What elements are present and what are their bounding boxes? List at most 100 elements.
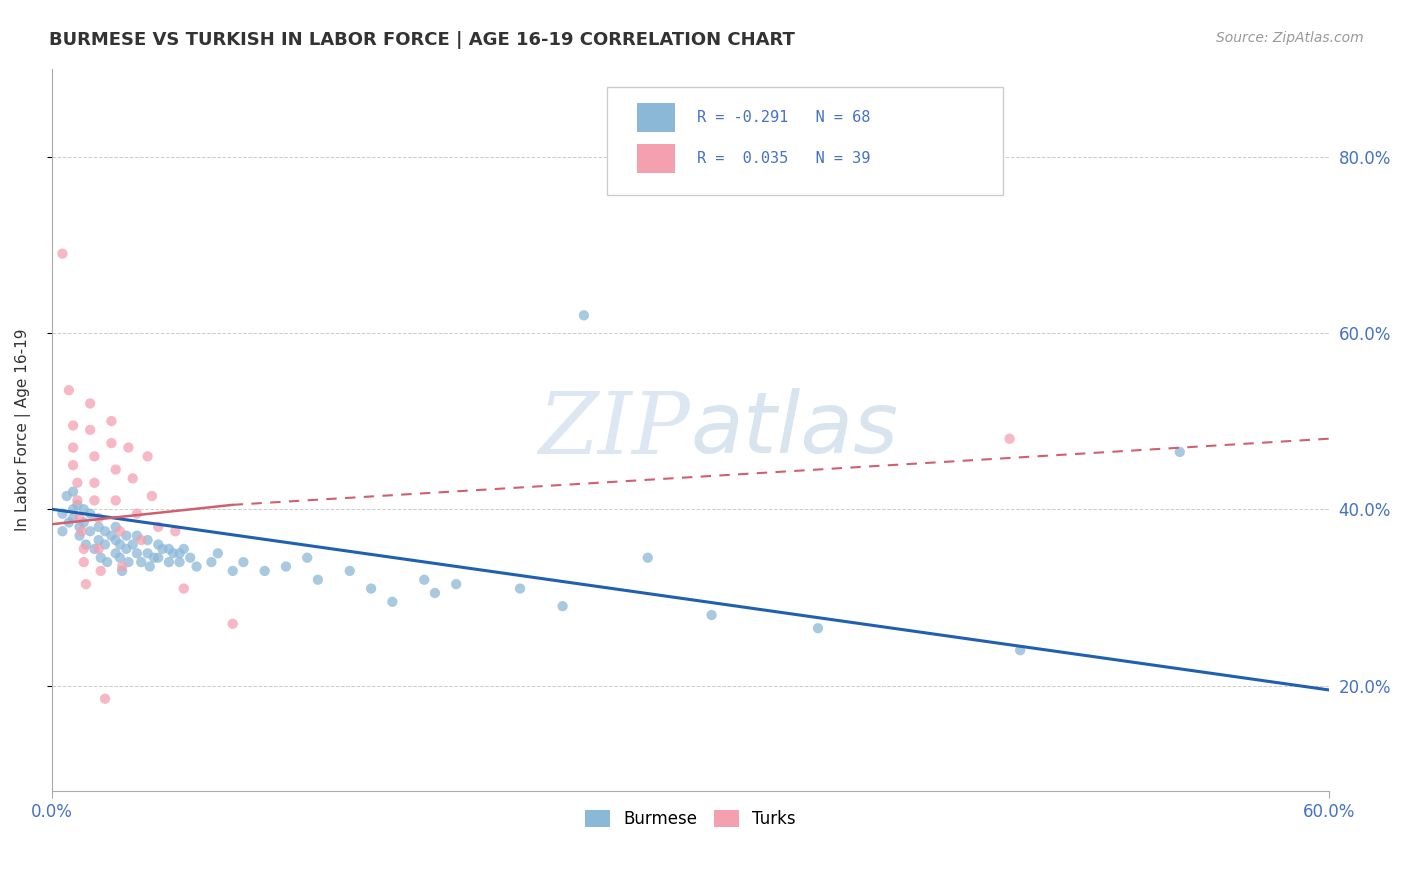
Point — [297, 550, 319, 565]
Point — [73, 555, 96, 569]
Point — [104, 462, 127, 476]
Point — [381, 595, 404, 609]
Point — [125, 546, 148, 560]
Point — [94, 537, 117, 551]
Point — [111, 559, 134, 574]
Point — [117, 441, 139, 455]
Point — [157, 555, 180, 569]
Point — [75, 577, 97, 591]
Point — [115, 529, 138, 543]
Point — [94, 524, 117, 539]
Point — [152, 541, 174, 556]
Point — [66, 475, 89, 490]
Point — [58, 516, 80, 530]
Point — [51, 246, 73, 260]
Legend: Burmese, Turks: Burmese, Turks — [578, 804, 803, 835]
Point — [51, 507, 73, 521]
Point — [104, 546, 127, 560]
Point — [79, 423, 101, 437]
FancyBboxPatch shape — [607, 87, 1002, 195]
Point — [66, 493, 89, 508]
Point — [444, 577, 467, 591]
Point — [121, 471, 143, 485]
Point — [100, 414, 122, 428]
Point — [94, 691, 117, 706]
Point — [169, 555, 191, 569]
Point — [179, 550, 201, 565]
Point — [96, 555, 118, 569]
Y-axis label: In Labor Force | Age 16-19: In Labor Force | Age 16-19 — [15, 328, 31, 531]
Point — [807, 621, 830, 635]
Point — [700, 607, 723, 622]
Point — [66, 498, 89, 512]
Point — [87, 541, 110, 556]
Point — [55, 489, 77, 503]
Point — [111, 564, 134, 578]
Point — [73, 541, 96, 556]
Point — [100, 436, 122, 450]
Point — [62, 511, 84, 525]
Point — [83, 541, 105, 556]
Point — [413, 573, 436, 587]
Point — [62, 441, 84, 455]
Point — [173, 582, 195, 596]
Point — [62, 458, 84, 472]
Text: R =  0.035   N = 39: R = 0.035 N = 39 — [697, 152, 870, 167]
Point — [90, 564, 112, 578]
Point — [637, 550, 659, 565]
Point — [73, 516, 96, 530]
Point — [87, 511, 110, 525]
Point — [70, 524, 93, 539]
Point — [551, 599, 574, 614]
Point — [129, 555, 152, 569]
Point — [253, 564, 276, 578]
Point — [90, 550, 112, 565]
Point — [157, 541, 180, 556]
Point — [69, 529, 91, 543]
Text: R = -0.291   N = 68: R = -0.291 N = 68 — [697, 111, 870, 125]
Point — [138, 559, 160, 574]
Point — [200, 555, 222, 569]
Point — [360, 582, 382, 596]
Point — [73, 502, 96, 516]
Point — [83, 450, 105, 464]
Point — [186, 559, 208, 574]
Point — [104, 533, 127, 547]
Point — [572, 308, 595, 322]
Point — [104, 520, 127, 534]
Point — [136, 533, 159, 547]
Text: ZIP: ZIP — [538, 389, 690, 471]
Point — [51, 524, 73, 539]
Point — [115, 541, 138, 556]
Point — [62, 502, 84, 516]
Point — [69, 511, 91, 525]
Text: Source: ZipAtlas.com: Source: ZipAtlas.com — [1216, 31, 1364, 45]
Point — [79, 396, 101, 410]
FancyBboxPatch shape — [637, 103, 675, 132]
Text: BURMESE VS TURKISH IN LABOR FORCE | AGE 16-19 CORRELATION CHART: BURMESE VS TURKISH IN LABOR FORCE | AGE … — [49, 31, 794, 49]
Point — [222, 616, 245, 631]
Point — [87, 520, 110, 534]
Point — [148, 550, 170, 565]
Point — [173, 541, 195, 556]
Point — [998, 432, 1021, 446]
Text: atlas: atlas — [690, 388, 898, 471]
Point — [423, 586, 446, 600]
Point — [222, 564, 245, 578]
Point — [125, 529, 148, 543]
Point — [108, 550, 131, 565]
Point — [136, 450, 159, 464]
Point — [274, 559, 297, 574]
Point — [104, 493, 127, 508]
Point — [83, 493, 105, 508]
Point — [58, 383, 80, 397]
Point — [79, 507, 101, 521]
Point — [165, 524, 187, 539]
Point — [232, 555, 254, 569]
Point — [162, 546, 184, 560]
Point — [148, 537, 170, 551]
Point — [117, 555, 139, 569]
Point — [129, 533, 152, 547]
Point — [100, 529, 122, 543]
Point — [75, 537, 97, 551]
